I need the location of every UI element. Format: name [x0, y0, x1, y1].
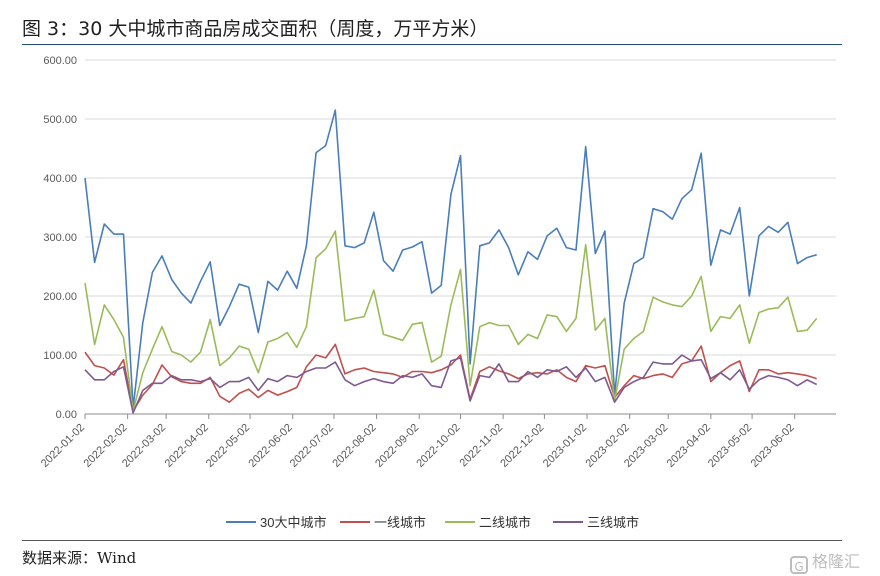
line-chart: 0.00 100.00 200.00 300.00 400.00 500.00 600.00…	[39, 55, 836, 530]
x-axis: 2022-01-022022-02-022022-03-022022-04-02…	[39, 413, 836, 470]
y-tick-label: 600.00	[43, 55, 77, 67]
legend: 30大中城市 一线城市 二线城市 三线城市	[226, 515, 639, 530]
series-lines	[84, 109, 818, 414]
legend-label: 三线城市	[587, 515, 639, 530]
x-tick-label: 2022-01-02	[39, 422, 87, 470]
y-tick-label: 500.00	[43, 114, 77, 126]
y-tick-label: 0.00	[56, 409, 77, 421]
watermark-text: 格隆汇	[811, 552, 860, 571]
x-tick-label: 2022-05-02	[204, 422, 252, 470]
y-tick-label: 100.00	[43, 350, 77, 362]
title-underline	[22, 44, 842, 45]
y-tick-label: 300.00	[43, 232, 77, 244]
x-tick-label: 2023-04-02	[665, 422, 713, 470]
y-axis-ticks: 0.00 100.00 200.00 300.00 400.00 500.00 600.00	[43, 55, 77, 421]
x-tick-label: 2023-01-02	[541, 422, 589, 470]
x-tick-label: 2023-06-02	[749, 422, 797, 470]
series-line-3	[84, 354, 818, 414]
y-tick-label: 400.00	[43, 173, 77, 185]
legend-label: 30大中城市	[260, 515, 326, 530]
x-tick-label: 2022-10-02	[414, 422, 462, 470]
source-note: 数据来源：Wind	[22, 549, 137, 567]
watermark: G 格隆汇	[789, 548, 860, 574]
x-tick-label: 2023-05-02	[706, 422, 754, 470]
gridlines	[85, 59, 836, 356]
series-line-2	[84, 230, 818, 412]
x-tick-label: 2022-08-02	[330, 422, 378, 470]
chart-title: 图 3：30 大中城市商品房成交面积（周度，万平方米）	[22, 18, 489, 40]
series-line-1	[84, 343, 817, 412]
legend-label: 二线城市	[479, 515, 531, 530]
y-tick-label: 200.00	[43, 291, 77, 303]
x-tick-label: 2022-09-02	[373, 422, 421, 470]
series-line-0	[84, 109, 817, 409]
footer-rule	[22, 540, 842, 541]
x-tick-label: 2022-06-02	[247, 422, 295, 470]
x-tick-label: 2022-07-02	[288, 422, 336, 470]
watermark-logo-icon: G	[789, 556, 808, 574]
legend-label: 一线城市	[374, 515, 426, 530]
x-tick-label: 2022-04-02	[163, 422, 211, 470]
x-tick-label: 2022-12-02	[498, 422, 546, 470]
